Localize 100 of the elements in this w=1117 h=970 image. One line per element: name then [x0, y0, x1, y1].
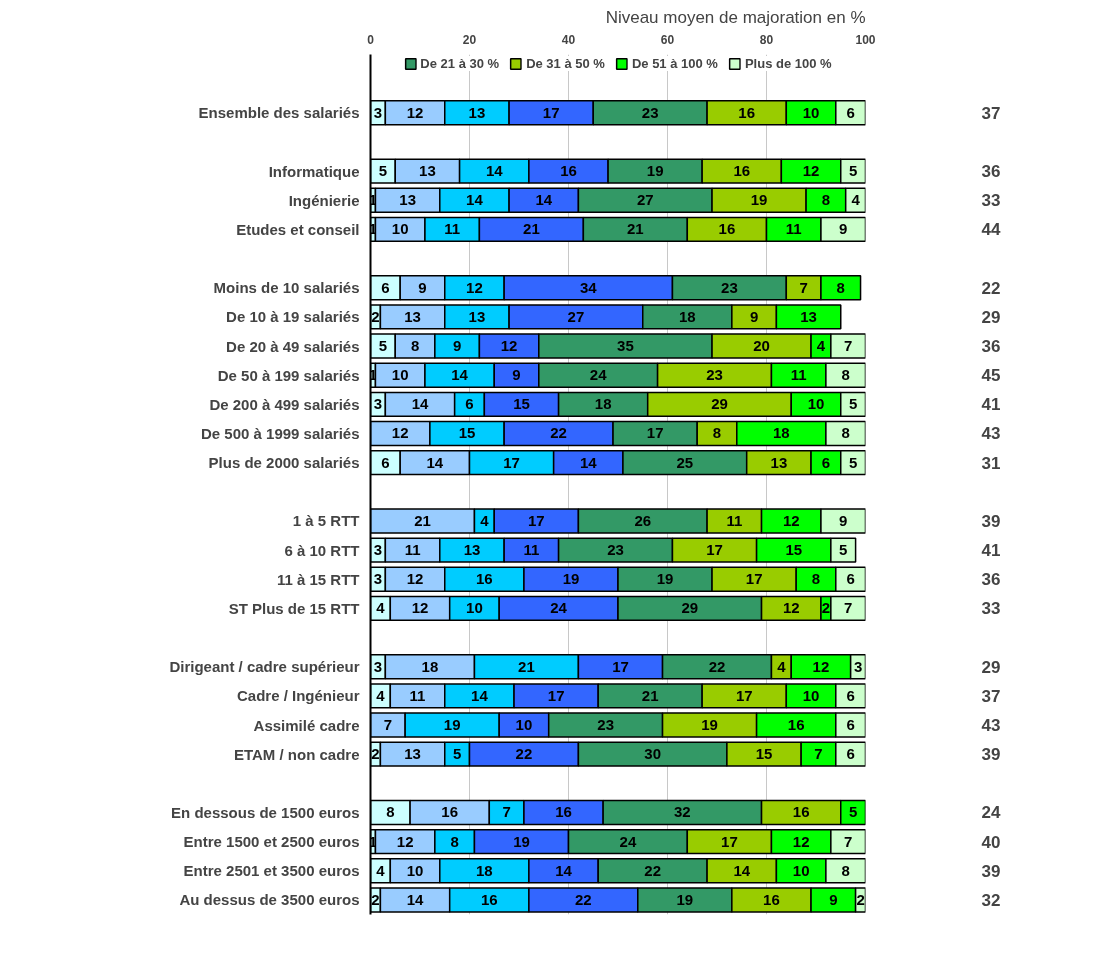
data-label: 19: [562, 570, 580, 588]
y-tick-label: 1 à 5 RTT: [292, 512, 360, 530]
data-label: 9: [829, 890, 838, 908]
data-label: 16: [560, 162, 577, 180]
x-tick-label: 0: [367, 32, 375, 47]
data-label: 8: [386, 803, 395, 821]
data-label: 12: [411, 599, 429, 617]
data-label: 24: [619, 832, 637, 850]
data-label: 13: [419, 162, 436, 180]
data-label: 18: [678, 307, 696, 325]
data-label: 34: [579, 278, 598, 296]
data-label: 17: [542, 103, 560, 121]
data-label: 11: [404, 541, 421, 559]
data-label: 23: [607, 541, 624, 559]
data-label: 25: [676, 453, 694, 471]
data-label: 23: [706, 366, 723, 384]
data-label: 14: [411, 395, 429, 413]
data-label: 13: [399, 191, 416, 209]
data-label: 7: [502, 803, 511, 821]
data-label: 13: [770, 453, 788, 471]
data-label: 6: [465, 395, 474, 413]
legend-label: De 31 à 50 %: [526, 56, 605, 71]
data-label: 17: [721, 832, 738, 850]
data-label: 24: [589, 366, 608, 384]
data-label: 6: [846, 716, 855, 734]
x-tick-label: 100: [855, 32, 876, 47]
text: 24: [981, 803, 1001, 823]
data-label: 6: [381, 278, 390, 296]
y-tick-label: Moins de 10 salariés: [213, 279, 360, 297]
data-label: 5: [848, 395, 858, 413]
data-label: 12: [782, 599, 800, 617]
y-tick-label: De 20 à 49 salariés: [226, 337, 360, 355]
y-tick-label: Au dessus de 3500 euros: [179, 891, 360, 909]
data-label: 5: [378, 162, 388, 180]
text: 39: [981, 745, 1001, 765]
y-tick-label: En dessous de 1500 euros: [171, 803, 360, 821]
data-label: 9: [452, 337, 462, 355]
data-label: 13: [404, 745, 421, 763]
data-label: 4: [480, 511, 490, 529]
data-label: 17: [547, 686, 565, 704]
y-tick-label: De 10 à 19 salariés: [226, 308, 360, 326]
data-label: 7: [844, 337, 853, 355]
data-label: 18: [773, 424, 790, 442]
data-label: 19: [676, 890, 694, 908]
data-label: 32: [674, 803, 691, 821]
data-label: 15: [755, 745, 773, 763]
y-tick-label: Entre 2501 et 3500 euros: [183, 862, 360, 880]
data-label: 12: [782, 511, 800, 529]
data-label: 17: [646, 424, 664, 442]
data-label: 30: [644, 745, 661, 763]
data-label: 7: [383, 716, 392, 734]
data-label: 18: [421, 657, 439, 675]
data-label: 7: [799, 278, 808, 296]
text: 29: [981, 307, 1001, 327]
data-label: 29: [711, 395, 728, 413]
data-label: 6: [846, 686, 855, 704]
data-label: 12: [396, 832, 414, 850]
data-label: 21: [414, 511, 431, 529]
text: 37: [981, 686, 1001, 706]
data-label: 17: [745, 570, 763, 588]
data-label: 14: [485, 162, 504, 180]
data-label: 12: [466, 278, 483, 296]
data-label: 16: [792, 803, 810, 821]
data-label: 21: [518, 657, 535, 675]
data-label: 10: [391, 220, 409, 238]
data-label: 24: [550, 599, 568, 617]
data-label: 2: [856, 890, 865, 908]
data-label: 10: [802, 686, 820, 704]
data-label: 13: [404, 307, 421, 325]
data-label: 10: [466, 599, 483, 617]
data-label: 22: [550, 424, 567, 442]
data-label: 16: [476, 570, 493, 588]
data-label: 12: [812, 657, 830, 675]
y-tick-label: Ingénierie: [288, 191, 360, 209]
text: 45: [981, 366, 1001, 386]
data-label: 16: [733, 162, 751, 180]
x-tick-label: 80: [759, 32, 774, 47]
data-label: 13: [800, 307, 817, 325]
y-tick-label: De 200 à 499 salariés: [209, 395, 360, 413]
data-label: 19: [646, 162, 664, 180]
text: 36: [981, 337, 1001, 357]
data-label: 3: [853, 657, 863, 675]
text: 33: [981, 599, 1001, 619]
data-label: 16: [738, 103, 756, 121]
text: 37: [981, 103, 1001, 123]
text: 36: [981, 570, 1001, 590]
data-label: 18: [594, 395, 612, 413]
text: 43: [981, 424, 1001, 444]
data-label: 3: [373, 657, 383, 675]
data-label: 26: [634, 511, 652, 529]
data-label: 23: [597, 716, 614, 734]
text: 41: [981, 395, 1001, 415]
data-label: 12: [500, 337, 518, 355]
data-label: 3: [373, 541, 383, 559]
data-label: 17: [527, 511, 545, 529]
data-label: 8: [410, 337, 420, 355]
data-label: 15: [513, 395, 530, 413]
data-label: 6: [846, 103, 855, 121]
text: 40: [981, 832, 1001, 852]
text: 31: [981, 453, 1001, 473]
